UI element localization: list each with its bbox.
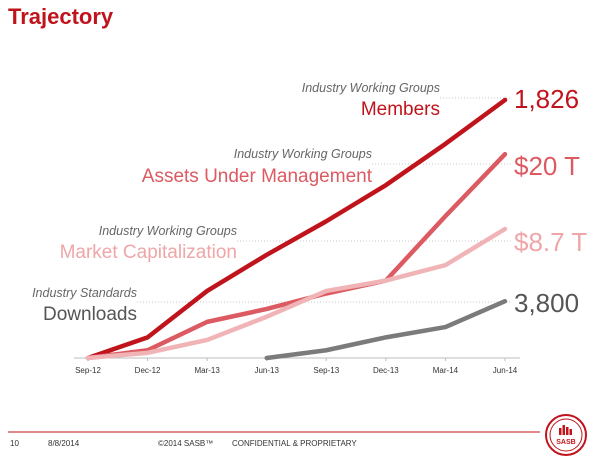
x-tick-label: Sep-12: [75, 366, 101, 375]
sasb-logo: SASB: [545, 414, 587, 456]
page-title: Trajectory: [8, 4, 114, 29]
footer-confidential: CONFIDENTIAL & PROPRIETARY: [232, 439, 357, 448]
series-label-members: Members: [361, 99, 440, 120]
series-line-mcap: [85, 226, 508, 361]
x-tick-label: Dec-12: [135, 366, 161, 375]
series-label-downloads: Downloads: [43, 304, 137, 325]
series-end-value-members: 1,826: [514, 84, 579, 114]
series-end-value-aum: $20 T: [514, 151, 580, 181]
x-axis-ticks: Sep-12 Dec-12 Mar-13 Jun-13 Sep-13 Dec-13 Mar-…: [75, 358, 518, 375]
x-tick-label: Dec-13: [373, 366, 399, 375]
series-label-aum: Assets Under Management: [142, 166, 373, 187]
series-subtitle-downloads: Industry Standards: [32, 286, 137, 300]
series-subtitle-aum: Industry Working Groups: [234, 147, 372, 161]
footer-copyright: ©2014 SASB™: [158, 439, 214, 448]
footer-page-number: 10: [10, 439, 19, 448]
x-tick-label: Sep-13: [313, 366, 339, 375]
footer-date: 8/8/2014: [48, 439, 80, 448]
series-line-downloads: [264, 298, 508, 361]
series-end-value-mcap: $8.7 T: [514, 227, 587, 257]
series-labels: Industry Working Groups Members 1,826 Indus…: [32, 81, 587, 325]
series-line-aum: [85, 151, 508, 361]
x-tick-label: Jun-13: [254, 366, 279, 375]
series-end-value-downloads: 3,800: [514, 288, 579, 318]
series-lines: [85, 97, 508, 361]
series-label-mcap: Market Capitalization: [60, 242, 237, 263]
leader-lines: [137, 97, 512, 303]
x-tick-label: Mar-14: [433, 366, 459, 375]
x-tick-label: Jun-14: [493, 366, 518, 375]
series-line-members: [85, 97, 508, 361]
logo-text: SASB: [556, 439, 575, 446]
series-subtitle-members: Industry Working Groups: [302, 81, 440, 95]
series-subtitle-mcap: Industry Working Groups: [99, 224, 237, 238]
x-tick-label: Mar-13: [194, 366, 220, 375]
